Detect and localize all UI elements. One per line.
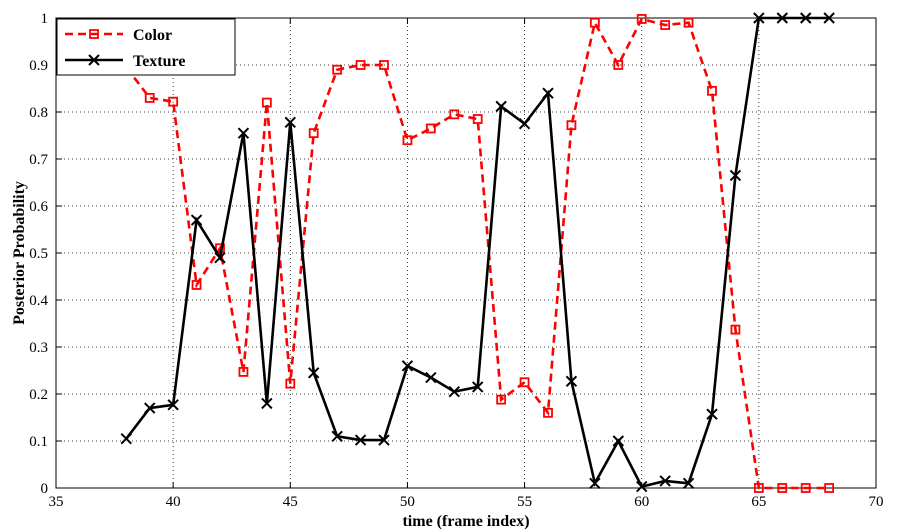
y-tick-label: 0.1 [29,434,48,450]
data-point [824,483,835,493]
data-point [238,367,249,377]
data-point [308,128,319,139]
data-point [776,12,788,24]
data-point [706,408,718,420]
data-point [613,60,624,70]
x-tick-label: 55 [517,494,532,510]
data-point [401,360,414,372]
series-line [125,16,830,489]
data-point [261,397,273,410]
data-point [285,378,296,389]
data-point [565,375,578,388]
data-point [144,93,155,103]
legend-items: Color Texture [65,27,185,70]
data-point [753,483,764,493]
data-point [636,14,647,24]
data-point [449,109,460,120]
data-point [683,17,694,28]
data-point [753,12,765,24]
legend-label: Texture [133,53,185,70]
data-point [496,394,507,405]
y-tick-label: 0.4 [29,293,48,309]
y-tick-label: 0.7 [29,152,48,168]
data-point [425,123,436,134]
data-point [729,169,742,182]
x-tick-label: 45 [283,494,298,510]
data-point [660,20,671,30]
data-point [261,97,272,108]
x-axis-label: time (frame index) [402,513,529,530]
data-point [682,477,695,490]
axis-ticks: 35 40 45 50 55 60 65 70 0 0.1 0.2 0.3 0.4 0.5 0.6 0.7 0.… [29,11,883,510]
legend-label: Color [133,27,172,44]
y-tick-label: 0.9 [29,58,48,74]
data-point [448,385,460,398]
data-point [612,435,624,447]
data-point [308,367,320,379]
data-point [425,371,437,384]
data-point [589,477,601,490]
y-axis-label: Posterior Probability [11,181,28,325]
legend-item-color: Color [65,27,172,44]
data-point [543,407,553,418]
x-tick-label: 70 [869,494,884,510]
y-tick-label: 0.3 [29,340,48,356]
data-point [144,402,156,414]
data-point [636,480,648,493]
y-tick-label: 0.5 [29,246,48,262]
series-texture [120,12,835,493]
y-tick-label: 0.6 [29,199,48,215]
data-point [800,12,812,24]
data-point [472,381,484,393]
series-layer [120,12,835,493]
data-point [542,87,554,99]
series-line [125,17,830,490]
data-point [214,251,226,264]
data-point [659,475,671,487]
y-tick-label: 0 [41,481,49,497]
data-point [284,116,296,129]
data-point [190,214,203,226]
data-point [167,399,179,411]
data-point [800,483,811,493]
data-point [777,483,788,493]
data-point [730,324,741,335]
data-point [89,29,99,39]
data-point [519,377,530,388]
data-point [472,114,483,124]
data-point [378,434,390,446]
x-tick-label: 40 [166,494,181,510]
grid-lines [56,18,876,488]
data-point [332,64,343,75]
data-point [237,127,250,139]
data-point [589,17,600,28]
data-point [191,280,202,290]
legend: Color Texture [56,18,236,76]
data-point [355,60,366,70]
legend-box [56,18,236,76]
series-color [121,14,835,493]
data-point [379,60,389,70]
x-tick-label: 60 [634,494,649,510]
data-point [120,432,132,445]
data-point [88,54,100,66]
x-tick-label: 35 [49,494,64,510]
y-tick-label: 1 [41,11,49,27]
data-point [566,120,577,131]
y-tick-label: 0.8 [29,105,48,121]
data-point [402,135,413,146]
data-point [707,85,717,96]
data-point [823,12,835,24]
data-point [518,118,531,130]
data-point [331,430,343,443]
x-tick-label: 50 [400,494,415,510]
y-tick-label: 0.2 [29,387,48,403]
data-point [495,100,507,113]
data-point [354,434,367,446]
legend-item-texture: Texture [65,53,185,70]
data-point [168,96,179,107]
x-tick-label: 65 [751,494,766,510]
